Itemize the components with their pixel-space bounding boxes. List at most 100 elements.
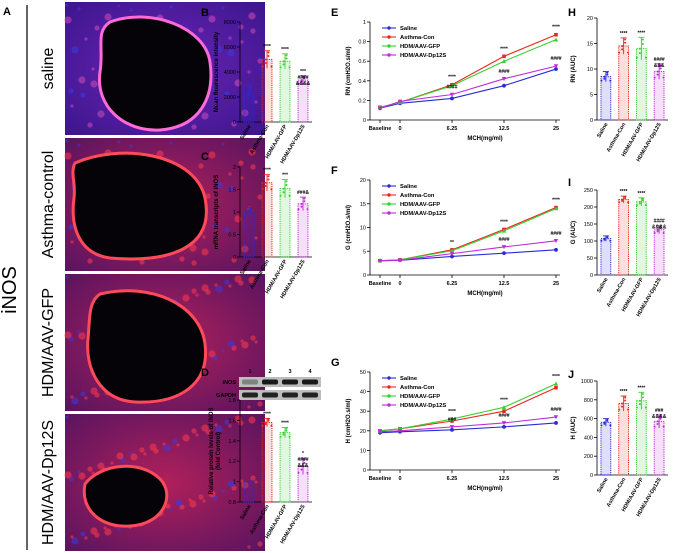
bar-hdm-aav-dp12s: [297, 203, 309, 258]
series-marker: [553, 206, 559, 211]
cell-dot: [208, 350, 216, 358]
y-axis-label: H (AUC): [571, 417, 577, 440]
significance-label: ####: [446, 85, 457, 91]
cell-dot: [227, 49, 235, 57]
x-tick-label: 25: [553, 281, 559, 287]
cell-dot: [179, 256, 185, 262]
data-point: [249, 88, 252, 91]
data-point: [267, 51, 270, 54]
series-marker: [553, 239, 559, 243]
data-point: [249, 207, 252, 210]
lane-number: 1: [248, 369, 251, 375]
cell-dot: [231, 257, 237, 263]
data-point: [282, 60, 285, 63]
significance-label: &&&: [654, 63, 665, 69]
data-point: [662, 232, 665, 235]
cell-dot: [241, 481, 249, 489]
y-tick-label: 200: [584, 205, 593, 211]
data-point: [249, 480, 252, 483]
y-axis-label: mRNA transcripts of iNOS: [214, 175, 220, 249]
cell-dot: [224, 279, 230, 285]
significance-label: ****: [500, 219, 508, 225]
series-marker: [449, 83, 455, 88]
y-tick-label: 0.4: [358, 79, 366, 85]
data-point: [641, 197, 644, 200]
data-point: [644, 56, 647, 59]
cell-dot: [84, 396, 88, 400]
data-point: [659, 227, 662, 230]
data-point: [285, 57, 288, 60]
data-point: [252, 97, 255, 100]
cell-dot: [202, 499, 206, 503]
cell-dot: [139, 447, 145, 453]
series-marker: [553, 64, 559, 69]
cell-dot: [247, 70, 251, 74]
data-point: [264, 184, 267, 187]
cell-dot: [77, 470, 81, 474]
series-marker: [450, 427, 454, 432]
cell-dot: [64, 331, 72, 339]
y-tick-label: 5: [590, 93, 593, 99]
cell-dot: [80, 391, 86, 397]
cell-dot: [70, 104, 74, 108]
data-point: [261, 424, 264, 427]
data-point: [624, 399, 627, 402]
cell-dot: [176, 443, 180, 447]
cell-dot: [65, 3, 69, 7]
cell-dot: [191, 288, 197, 294]
data-point: [638, 47, 641, 50]
cell-dot: [241, 341, 249, 349]
data-point: [267, 175, 270, 178]
cell-dot: [70, 535, 74, 539]
blot-strip: [239, 377, 321, 387]
cell-dot: [227, 480, 235, 488]
y-tick-label: 0.2: [358, 98, 366, 104]
significance-label: ###&: [297, 190, 309, 196]
series-marker: [449, 425, 455, 430]
cell-dot: [162, 442, 166, 446]
x-tick-label: 12.5: [499, 476, 510, 482]
x-tick-label: 6.25: [447, 281, 458, 287]
bar-hdm-aav-gfp: [279, 60, 291, 123]
y-tick-label: 0.5: [228, 233, 236, 239]
cell-dot: [234, 215, 242, 223]
y-tick-label: 50: [587, 256, 593, 262]
data-point: [246, 94, 249, 97]
data-point: [653, 425, 656, 428]
legend-label: Asthma-Con: [400, 193, 435, 199]
cell-dot: [241, 245, 249, 253]
bar-asthma-con: [618, 199, 630, 276]
cell-dot: [80, 531, 86, 537]
cell-dot: [64, 152, 72, 160]
significance-label: ****: [620, 389, 628, 395]
data-point: [300, 80, 303, 83]
data-point: [627, 51, 630, 54]
y-tick-label: 8000: [224, 20, 236, 26]
data-point: [303, 197, 306, 200]
y-tick-label: 1.8: [228, 398, 236, 404]
cell-dot: [215, 425, 223, 433]
row-label-asthma: Asthma-control: [40, 151, 57, 259]
cell-dot: [227, 340, 235, 348]
y-axis-label: (fold Control): [216, 432, 222, 470]
y-tick-label: 0: [233, 255, 236, 261]
y-tick-label: 50: [360, 370, 366, 376]
y-tick-label: 1.6: [228, 418, 236, 424]
bar-saline: [600, 421, 612, 476]
y-tick-label: 1: [233, 480, 236, 486]
data-point: [624, 41, 627, 44]
row-label-saline: saline: [40, 48, 57, 90]
western-blot: 1 2 3 4 iNOS GAPDH: [216, 369, 321, 400]
x-tick-label: 12.5: [499, 281, 510, 287]
y-tick-label: 20: [360, 178, 366, 184]
cell-dot: [117, 140, 121, 144]
panel-letter: H: [568, 7, 576, 19]
bar-hdm-aav-gfp: [279, 432, 291, 503]
x-tick-label: 12.5: [499, 126, 510, 132]
data-point: [267, 178, 270, 181]
legend-marker: [387, 193, 391, 197]
cell-dot: [188, 498, 192, 502]
airway-wall: [71, 151, 208, 261]
data-point: [252, 214, 255, 217]
data-point: [282, 187, 285, 190]
